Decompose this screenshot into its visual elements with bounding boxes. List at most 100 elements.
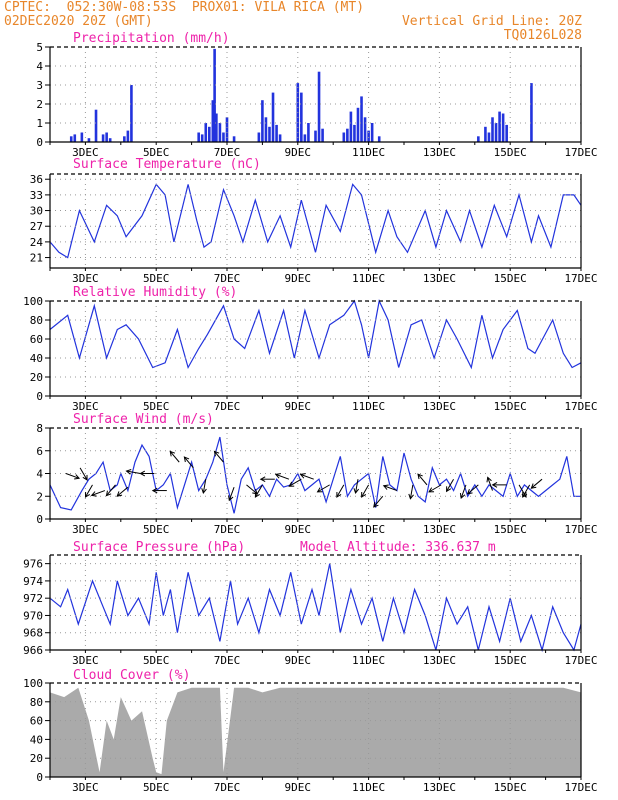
wind-arrow [466,484,479,495]
y-tick-label: 4 [36,468,43,481]
wind-arrow-head [82,474,88,481]
x-tick-label: 13DEC [423,654,456,667]
y-tick-label: 20 [30,371,43,384]
wind-arrow-head [446,486,452,493]
y-tick-label: 36 [30,173,43,186]
wind-arrow [459,484,467,500]
wind-arrow-shaft [531,478,543,489]
x-tick-label: 11DEC [352,400,385,413]
wind-arrow-head [299,473,306,479]
x-tick-label: 5DEC [143,272,170,285]
y-tick-label: 33 [30,189,43,202]
x-tick-label: 5DEC [143,146,170,159]
precip-bar [498,111,501,142]
wind-arrow [90,490,106,497]
wind-arrow [151,487,167,494]
x-tick-label: 5DEC [143,781,170,794]
x-tick-label: 15DEC [494,654,527,667]
wind-arrow [116,486,129,497]
x-tick-label: 13DEC [423,272,456,285]
precip-bar [317,71,321,142]
wind-arrow-head [382,484,389,490]
precip-bar [218,123,222,142]
y-tick-label: 21 [30,252,43,265]
precip-bar [257,132,261,142]
x-tick-label: 7DEC [214,272,241,285]
y-tick-label: 30 [30,205,43,218]
precip-bar [314,130,317,142]
wind-arrow-shaft [467,484,479,495]
precip-bar [356,107,360,142]
x-tick-label: 15DEC [494,781,527,794]
wind-arrow-head [486,476,492,483]
precip-bar [73,134,77,142]
x-tick-label: 3DEC [72,523,99,536]
wind-arrow-head [213,450,220,457]
precip-bar [208,126,211,142]
wind-arrow-shaft [126,470,141,474]
wind-arrow-shaft [428,484,442,493]
panel-title: Relative Humidity (%) [73,285,237,300]
model-altitude-label: Model Altitude: 336.637 m [300,540,496,555]
wind-arrow-shaft [361,484,370,498]
y-tick-label: 4 [36,60,43,73]
precip-bar [200,134,204,142]
x-tick-label: 9DEC [285,654,312,667]
wind-arrow-head [228,495,234,502]
wind-arrow-head [459,493,466,500]
y-tick-label: 80 [30,696,43,709]
wind-arrow-head [353,488,360,495]
wind-arrow-shaft [487,477,493,491]
precip-bar [204,123,208,142]
wind-arrow-head [90,491,97,497]
wind-arrow-shaft [460,484,467,499]
wind-arrow-shaft [214,451,224,463]
precip-bar [69,136,73,142]
x-tick-label: 9DEC [285,146,312,159]
wind-arrow-shaft [275,473,290,480]
wind-arrow [373,495,384,508]
precip-bar [367,130,370,142]
wind-arrow [361,484,370,498]
x-tick-label: 9DEC [285,781,312,794]
precip-bar [353,124,356,142]
precip-bar [197,132,200,142]
precip-bar [307,123,310,142]
y-tick-label: 968 [23,627,43,640]
y-tick-label: 974 [23,575,43,588]
panel-title: Cloud Cover (%) [73,668,190,683]
wind-arrow-head [522,491,528,498]
precip-bar [211,100,215,142]
wind-arrow-shaft [409,484,414,499]
wind-arrow [183,456,194,469]
pres-line [49,563,582,653]
wind-arrow [105,484,116,497]
y-tick-label: 40 [30,733,43,746]
precip-bar [123,136,126,142]
precip-bar [346,128,349,142]
x-tick-label: 3DEC [72,400,99,413]
wind-arrow-shaft [106,484,116,496]
x-tick-label: 11DEC [352,146,385,159]
x-tick-label: 15DEC [494,400,527,413]
precip-bar [213,48,216,142]
x-tick-label: 13DEC [423,146,456,159]
wind-arrow [213,450,224,463]
wind-arrow-shaft [417,473,428,486]
precip-bar [87,138,91,142]
wind-arrow-shaft [65,473,80,479]
wind-arrow-head [530,483,537,489]
wind-arrow-head [417,473,423,480]
wind-arrow [274,473,290,480]
wind-arrow-head [105,490,112,497]
wind-arrow-shaft [85,484,93,498]
header-datetime: 02DEC2020 20Z (GMT) [4,14,153,29]
wind-arrow [299,473,314,480]
wind-arrow-head [336,491,342,498]
x-tick-label: 17DEC [564,146,597,159]
precip-bar [487,132,491,142]
precip-bar [268,126,271,142]
precip-bar [108,138,112,142]
x-tick-label: 7DEC [214,654,241,667]
panel-title: Surface Temperature (nC) [73,157,261,172]
